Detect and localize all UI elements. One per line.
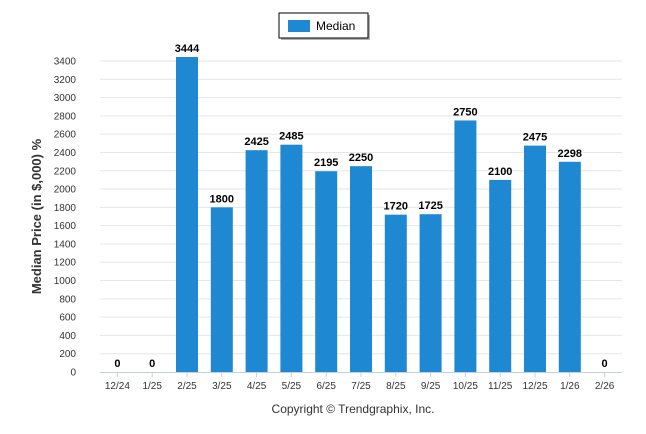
y-tick-label: 3400: [54, 57, 77, 68]
y-tick-label: 3200: [54, 75, 77, 86]
data-label: 2485: [279, 131, 303, 143]
bar-3-25[interactable]: [210, 207, 233, 372]
bar-12-25[interactable]: [524, 145, 546, 372]
x-tick-label: 12/25: [522, 381, 547, 392]
y-axis-title: Median Price (in $,000) %: [29, 138, 44, 294]
x-tick-label: 9/25: [421, 381, 441, 392]
bar-7-25[interactable]: [350, 166, 372, 372]
x-tick-label: 2/25: [177, 381, 197, 392]
bar-2-25[interactable]: [176, 56, 198, 373]
data-labels: 0 0 3444 1800 2425 2485 2195 2250 1720 1725 2750 21…: [114, 43, 607, 370]
y-tick-label: 0: [70, 368, 76, 379]
y-tick-label: 600: [59, 313, 76, 324]
x-tick-label: 1/25: [142, 381, 162, 392]
data-label: 2195: [314, 157, 338, 169]
x-tick-label: 4/25: [247, 381, 267, 392]
y-tick-label: 1200: [54, 258, 77, 269]
x-tick-label: 6/25: [316, 381, 336, 392]
y-tick-label: 2200: [54, 166, 77, 177]
bar-8-25[interactable]: [384, 214, 407, 372]
bar-1-26[interactable]: [558, 161, 581, 372]
y-tick-label: 400: [59, 331, 76, 342]
data-label: 1725: [418, 200, 442, 212]
data-label: 2250: [349, 152, 373, 164]
legend[interactable]: Median: [278, 12, 370, 40]
data-label: 2100: [488, 166, 512, 178]
copyright-text: Copyright © Trendgraphix, Inc.: [272, 402, 435, 416]
x-tick-label: 8/25: [386, 381, 406, 392]
bars: [176, 56, 581, 373]
x-tick-label: 12/24: [105, 381, 130, 392]
bar-9-25[interactable]: [419, 214, 442, 372]
x-tick-label: 1/26: [560, 381, 580, 392]
data-label: 2298: [558, 148, 582, 160]
y-axis-ticks: 0 200 400 600 800 1000 1200 1400 1600 1800 2000 220…: [54, 57, 77, 379]
bar-6-25[interactable]: [315, 171, 338, 372]
data-label: 0: [149, 358, 155, 370]
y-tick-label: 2600: [54, 130, 77, 141]
y-tick-label: 200: [59, 349, 76, 360]
x-tick-label: 10/25: [453, 381, 478, 392]
data-label: 3444: [175, 43, 200, 55]
y-tick-label: 1000: [54, 276, 77, 287]
y-tick-label: 1400: [54, 239, 77, 250]
data-label: 1800: [210, 193, 234, 205]
x-tick-label: 3/25: [212, 381, 232, 392]
data-label: 0: [602, 358, 608, 370]
y-tick-label: 3000: [54, 93, 77, 104]
data-label: 1720: [384, 201, 408, 213]
x-tick-label: 11/25: [488, 381, 513, 392]
legend-label: Median: [316, 19, 355, 33]
legend-swatch: [288, 20, 310, 32]
data-label: 2475: [523, 132, 547, 144]
y-tick-label: 2400: [54, 148, 77, 159]
data-label: 2425: [244, 136, 268, 148]
bar-4-25[interactable]: [245, 150, 268, 372]
bar-11-25[interactable]: [489, 179, 512, 372]
y-tick-label: 1800: [54, 203, 77, 214]
y-tick-label: 800: [59, 294, 76, 305]
x-axis-ticks: 12/24 1/25 2/25 3/25 4/25 5/25 6/25 7/25 8/25 9/2…: [105, 372, 615, 392]
bar-10-25[interactable]: [454, 120, 477, 373]
data-label: 0: [114, 358, 120, 370]
y-tick-label: 2000: [54, 185, 77, 196]
x-tick-label: 2/26: [595, 381, 615, 392]
y-tick-label: 1600: [54, 221, 77, 232]
x-tick-label: 7/25: [351, 381, 371, 392]
bar-5-25[interactable]: [280, 144, 303, 372]
y-tick-label: 2800: [54, 111, 77, 122]
x-tick-label: 5/25: [282, 381, 302, 392]
data-label: 2750: [453, 106, 477, 118]
